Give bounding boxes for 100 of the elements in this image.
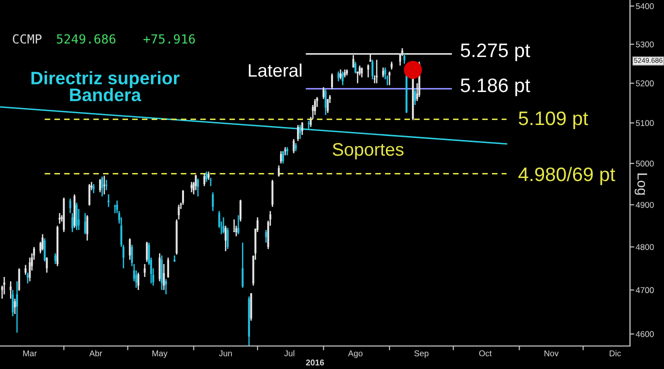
annotation: Soportes [332,143,404,160]
candlestick [224,225,227,252]
candlestick [265,229,268,244]
candlestick [10,280,12,300]
x-tick-label: Nov [544,350,559,356]
y-tick-label: 5400 [636,3,654,10]
candlestick [372,59,374,80]
annotation: CCMP [12,34,42,44]
y-tick-label: 5000 [636,160,654,167]
x-tick-label: Abr [89,350,102,356]
x-axis-title: 2016 [306,360,324,366]
annotation: Lateral [248,64,302,77]
candlestick [42,234,44,251]
candlestick [71,212,74,233]
candlestick [182,190,184,206]
candlestick [324,88,327,116]
x-tick-label: Mar [23,350,37,356]
x-tick-label: Jun [219,350,232,356]
y-tick-label: 5200 [636,80,654,86]
candlestick [174,254,176,263]
candlestick [14,298,16,315]
y-tick-label: 4600 [636,331,654,338]
y-tick-label: 4700 [636,287,654,294]
candlestick [212,192,214,212]
x-tick-label: May [152,350,168,358]
candlestick [352,54,354,68]
candlestick [196,178,199,198]
candlestick [414,88,416,106]
candlestick [382,66,384,78]
candlestick [190,181,193,193]
candlestick [128,238,131,260]
candlestick [158,252,161,282]
candlestick [26,272,29,284]
y-tick-label: 5300 [636,41,654,48]
annotation: Directriz superior Bandera [31,71,180,102]
x-tick-label: Sep [414,350,428,358]
annotation: +75.916 [144,34,195,44]
candlestick [297,124,299,142]
candlestick [271,179,274,208]
candlestick [331,72,333,90]
candlestick [210,177,212,187]
candlestick [88,183,90,206]
candlestick [99,178,101,193]
annotation: 5.186 pt [460,78,530,96]
candlestick [58,212,61,224]
candlestick [203,173,206,187]
candlestick [146,241,148,263]
candlestick [403,53,406,64]
candlestick [44,238,46,262]
candlestick [388,70,390,86]
candlestick [233,218,236,233]
candlestick [406,72,408,114]
candlestick [54,252,56,265]
candlestick [342,70,344,86]
candlestick [108,194,110,208]
candlestick [28,256,31,282]
candlestick [354,61,356,74]
x-tick-label: Ago [348,350,363,358]
candlestick [314,98,316,116]
annotation: 5249.686 [56,34,116,44]
candlestick [137,272,140,291]
candlestick [282,150,284,164]
candlestick [101,176,104,198]
candlestick [280,150,282,164]
x-tick-label: Jul [284,350,294,356]
candlestick [337,70,340,82]
y-axis-title: Log [634,174,648,195]
candlestick [237,214,240,235]
x-tick-label: Oct [479,350,492,356]
candlestick [248,296,250,346]
candlestick [56,225,58,267]
x-tick-label: Dic [610,350,621,356]
candlestick [340,68,342,80]
candlestick [360,66,363,78]
y-tick-label: 5100 [636,120,654,126]
candlestick [205,171,208,183]
candlestick [167,256,170,278]
candlestick [194,174,197,191]
candlestick [284,146,286,156]
candlestick [162,263,165,291]
candlestick [286,146,288,156]
candlestick [242,242,244,288]
candlestick [240,199,242,222]
candlestick [84,212,86,235]
candlestick [165,278,167,295]
candlestick [278,164,280,178]
candlestick [299,124,302,140]
annotation: 4.980/69 pt [518,166,616,186]
y-tick-label: 4900 [636,202,654,208]
annotation: 5.109 pt [518,111,588,130]
y-tick-label: 4800 [636,244,654,250]
candlestick [46,256,48,274]
candlestick [92,183,95,194]
candlestick [16,280,18,334]
annotation: 5.275 pt [460,43,530,62]
candlestick [222,216,224,234]
candlestick [322,86,324,100]
candlestick [76,202,78,231]
candlestick [18,268,20,292]
candlestick [24,264,26,276]
